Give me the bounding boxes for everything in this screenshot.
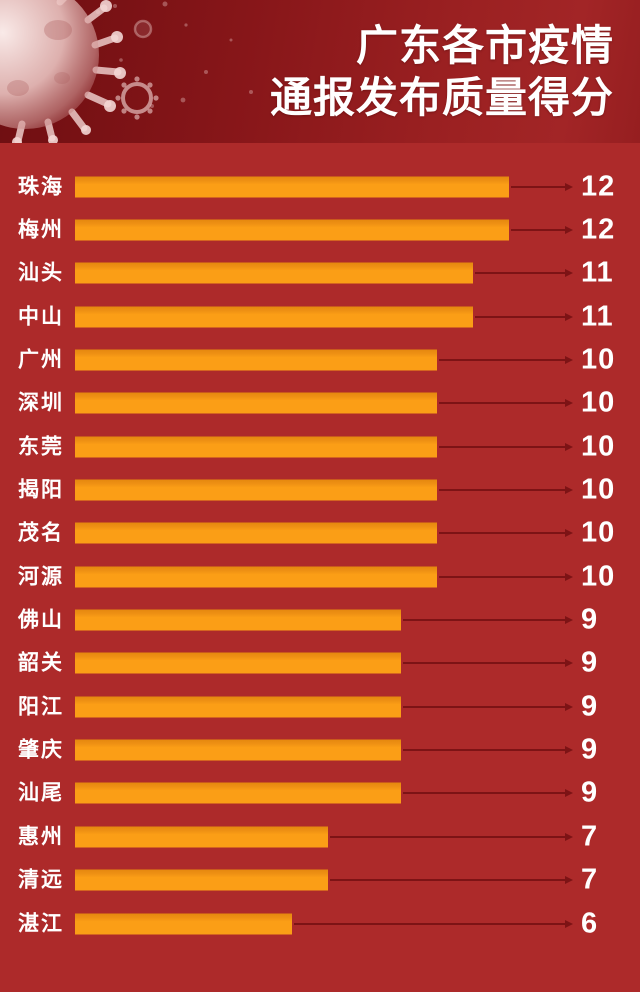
category-label: 广州: [18, 348, 64, 372]
category-label: 梅州: [18, 218, 64, 242]
value-label: 10: [581, 516, 616, 549]
bar: [75, 392, 437, 414]
bar: [75, 609, 401, 631]
connector-arrow-icon: [439, 532, 565, 535]
chart-row: 河源 10: [0, 555, 640, 598]
category-label: 汕头: [18, 261, 64, 285]
bar-chart: 珠海 12 梅州 12 汕头 11 中山 11 广州 10 深圳 10 东莞 1…: [0, 165, 640, 945]
chart-row: 汕尾 9: [0, 772, 640, 815]
bar: [75, 262, 474, 284]
chart-row: 韶关 9: [0, 642, 640, 685]
value-label: 10: [581, 560, 616, 593]
connector-arrow-icon: [439, 445, 565, 448]
category-label: 阳江: [18, 695, 64, 719]
bar: [75, 306, 474, 328]
category-label: 惠州: [18, 825, 64, 849]
value-label: 11: [581, 300, 614, 333]
bar: [75, 869, 329, 891]
small-virus-icon: [115, 76, 159, 120]
connector-arrow-icon: [402, 792, 565, 795]
connector-arrow-icon: [402, 705, 565, 708]
value-label: 10: [581, 473, 616, 506]
value-label: 10: [581, 343, 616, 376]
category-label: 佛山: [18, 608, 64, 632]
category-label: 韶关: [18, 651, 64, 675]
connector-arrow-icon: [439, 359, 565, 362]
connector-arrow-icon: [330, 835, 565, 838]
chart-row: 揭阳 10: [0, 468, 640, 511]
chart-title: 广东各市疫情 通报发布质量得分: [270, 20, 614, 124]
chart-row: 清远 7: [0, 859, 640, 902]
category-label: 湛江: [18, 912, 64, 936]
value-label: 9: [581, 733, 599, 766]
connector-arrow-icon: [439, 489, 565, 492]
connector-arrow-icon: [511, 185, 565, 188]
value-label: 11: [581, 256, 614, 289]
chart-row: 广州 10: [0, 338, 640, 381]
connector-arrow-icon: [402, 749, 565, 752]
chart-row: 阳江 9: [0, 685, 640, 728]
connector-arrow-icon: [511, 229, 565, 232]
connector-arrow-icon: [330, 879, 565, 882]
category-label: 汕尾: [18, 781, 64, 805]
chart-row: 深圳 10: [0, 382, 640, 425]
connector-arrow-icon: [439, 402, 565, 405]
bar: [75, 566, 437, 588]
value-label: 7: [581, 820, 599, 853]
bar: [75, 696, 401, 718]
chart-row: 汕头 11: [0, 252, 640, 295]
bar: [75, 913, 293, 935]
chart-row: 珠海 12: [0, 165, 640, 208]
value-label: 12: [581, 213, 616, 246]
chart-row: 中山 11: [0, 295, 640, 338]
bar: [75, 826, 329, 848]
chart-title-line2: 通报发布质量得分: [269, 74, 614, 121]
value-label: 9: [581, 603, 599, 636]
connector-arrow-icon: [402, 619, 565, 622]
bar: [75, 219, 510, 241]
category-label: 河源: [18, 565, 64, 589]
chart-row: 东莞 10: [0, 425, 640, 468]
bar: [75, 436, 437, 458]
chart-row: 湛江 6: [0, 902, 640, 945]
connector-arrow-icon: [402, 662, 565, 665]
value-label: 9: [581, 776, 599, 809]
value-label: 9: [581, 690, 599, 723]
value-label: 10: [581, 386, 616, 419]
category-label: 中山: [18, 305, 64, 329]
chart-row: 肇庆 9: [0, 728, 640, 771]
category-label: 揭阳: [18, 478, 64, 502]
chart-title-line1: 广东各市疫情: [355, 22, 614, 69]
chart-row: 惠州 7: [0, 815, 640, 858]
category-label: 深圳: [18, 391, 64, 415]
bar: [75, 739, 401, 761]
chart-row: 茂名 10: [0, 512, 640, 555]
bar: [75, 479, 437, 501]
category-label: 珠海: [18, 175, 64, 199]
category-label: 肇庆: [18, 738, 64, 762]
category-label: 清远: [18, 868, 64, 892]
bar: [75, 652, 401, 674]
bar: [75, 176, 510, 198]
connector-arrow-icon: [475, 272, 565, 275]
category-label: 茂名: [18, 521, 64, 545]
connector-arrow-icon: [439, 575, 565, 578]
value-label: 10: [581, 430, 616, 463]
value-label: 6: [581, 907, 599, 940]
coronavirus-icon: [0, 0, 253, 143]
chart-row: 佛山 9: [0, 598, 640, 641]
bar: [75, 349, 437, 371]
value-label: 7: [581, 863, 599, 896]
bar: [75, 782, 401, 804]
connector-arrow-icon: [475, 315, 565, 318]
category-label: 东莞: [18, 435, 64, 459]
connector-arrow-icon: [294, 922, 565, 925]
value-label: 12: [581, 170, 616, 203]
value-label: 9: [581, 646, 599, 679]
chart-row: 梅州 12: [0, 208, 640, 251]
bar: [75, 522, 437, 544]
header: 广东各市疫情 通报发布质量得分: [0, 0, 640, 143]
